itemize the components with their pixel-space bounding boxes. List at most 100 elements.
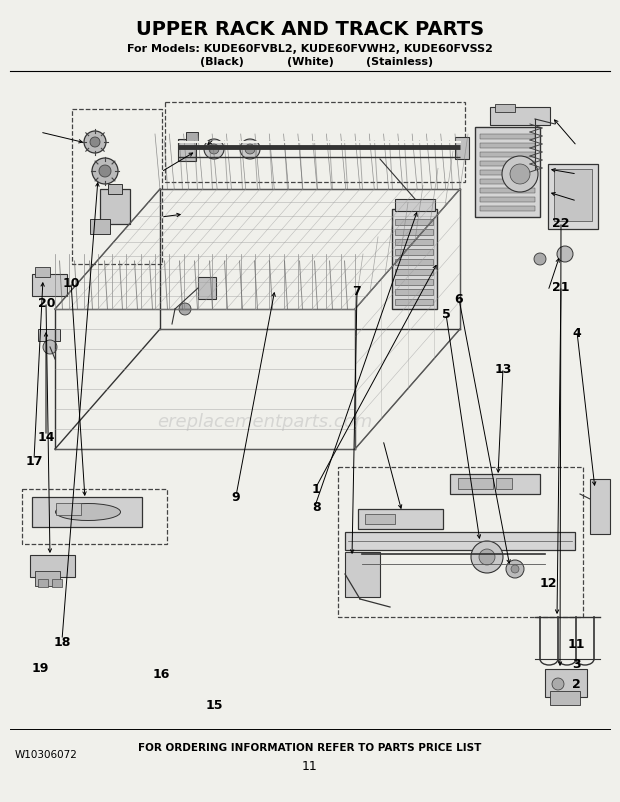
Bar: [395, 229, 433, 236]
Circle shape: [479, 549, 495, 565]
Text: UPPER RACK AND TRACK PARTS: UPPER RACK AND TRACK PARTS: [136, 20, 484, 39]
Circle shape: [552, 678, 564, 691]
Bar: [198, 277, 216, 300]
Text: W10306072: W10306072: [15, 749, 78, 759]
Text: (White): (White): [286, 57, 334, 67]
Bar: [480, 162, 535, 167]
Ellipse shape: [56, 504, 120, 520]
Circle shape: [506, 561, 524, 578]
Bar: [450, 475, 540, 494]
Bar: [480, 180, 535, 184]
Text: ereplacementparts.com: ereplacementparts.com: [157, 412, 373, 431]
Text: 18: 18: [53, 635, 71, 648]
Bar: [35, 571, 60, 586]
Bar: [480, 144, 535, 149]
Bar: [490, 107, 550, 126]
Text: 16: 16: [153, 667, 170, 680]
Text: 10: 10: [63, 277, 80, 290]
Text: 19: 19: [32, 662, 49, 674]
Bar: [548, 164, 598, 229]
Text: 11: 11: [568, 638, 585, 650]
Circle shape: [99, 166, 111, 178]
Text: FOR ORDERING INFORMATION REFER TO PARTS PRICE LIST: FOR ORDERING INFORMATION REFER TO PARTS …: [138, 742, 482, 752]
Bar: [90, 220, 110, 235]
Text: 12: 12: [540, 577, 557, 589]
Text: 4: 4: [572, 326, 581, 339]
Circle shape: [502, 157, 538, 192]
Bar: [475, 128, 540, 217]
Bar: [38, 330, 60, 342]
Bar: [480, 135, 535, 140]
Circle shape: [245, 145, 255, 155]
Bar: [550, 691, 580, 705]
Bar: [395, 290, 433, 296]
Bar: [458, 479, 493, 489]
Bar: [72, 110, 162, 265]
Circle shape: [204, 140, 224, 160]
Circle shape: [511, 565, 519, 573]
Bar: [30, 555, 75, 577]
Bar: [395, 200, 435, 212]
Bar: [38, 579, 48, 587]
Text: (Stainless): (Stainless): [366, 57, 433, 67]
Text: (Black): (Black): [200, 57, 244, 67]
Bar: [395, 300, 433, 306]
Circle shape: [179, 304, 191, 316]
Text: 14: 14: [38, 431, 55, 444]
Text: 3: 3: [572, 658, 581, 670]
Bar: [480, 153, 535, 158]
Bar: [365, 514, 395, 525]
Bar: [108, 184, 122, 195]
Bar: [395, 280, 433, 286]
Text: 15: 15: [205, 698, 223, 711]
Bar: [495, 105, 515, 113]
Bar: [186, 133, 198, 143]
Bar: [480, 188, 535, 194]
Bar: [338, 468, 583, 618]
Bar: [358, 509, 443, 529]
Bar: [395, 269, 433, 276]
Bar: [496, 479, 512, 489]
Bar: [345, 553, 380, 597]
Text: For Models: KUDE60FVBL2, KUDE60FVWH2, KUDE60FVSS2: For Models: KUDE60FVBL2, KUDE60FVWH2, KU…: [127, 44, 493, 54]
Circle shape: [84, 132, 106, 154]
Bar: [52, 579, 62, 587]
Bar: [395, 260, 433, 265]
Bar: [395, 249, 433, 256]
Bar: [345, 533, 575, 550]
Bar: [35, 268, 50, 277]
Text: 2: 2: [572, 678, 581, 691]
Bar: [392, 210, 437, 310]
Text: 20: 20: [38, 297, 55, 310]
Bar: [395, 240, 433, 245]
Bar: [395, 220, 433, 225]
Text: 11: 11: [302, 759, 318, 772]
Bar: [545, 669, 587, 697]
Bar: [480, 207, 535, 212]
Bar: [22, 489, 167, 545]
Bar: [178, 140, 196, 162]
Text: 17: 17: [25, 455, 43, 468]
Circle shape: [534, 253, 546, 265]
Text: 5: 5: [442, 308, 451, 321]
Text: 8: 8: [312, 500, 321, 513]
Circle shape: [92, 159, 118, 184]
Bar: [480, 171, 535, 176]
Bar: [165, 103, 465, 183]
Bar: [56, 504, 81, 516]
Bar: [100, 190, 130, 225]
Bar: [32, 497, 142, 528]
Text: 21: 21: [552, 281, 570, 294]
Text: 7: 7: [352, 285, 361, 298]
Circle shape: [510, 164, 530, 184]
Bar: [480, 198, 535, 203]
Circle shape: [43, 341, 57, 354]
Bar: [590, 480, 610, 534]
Text: 1: 1: [312, 483, 321, 496]
Bar: [554, 170, 592, 221]
Circle shape: [557, 247, 573, 263]
Circle shape: [90, 138, 100, 148]
Text: 9: 9: [231, 491, 240, 504]
Circle shape: [240, 140, 260, 160]
Text: 6: 6: [454, 293, 463, 306]
